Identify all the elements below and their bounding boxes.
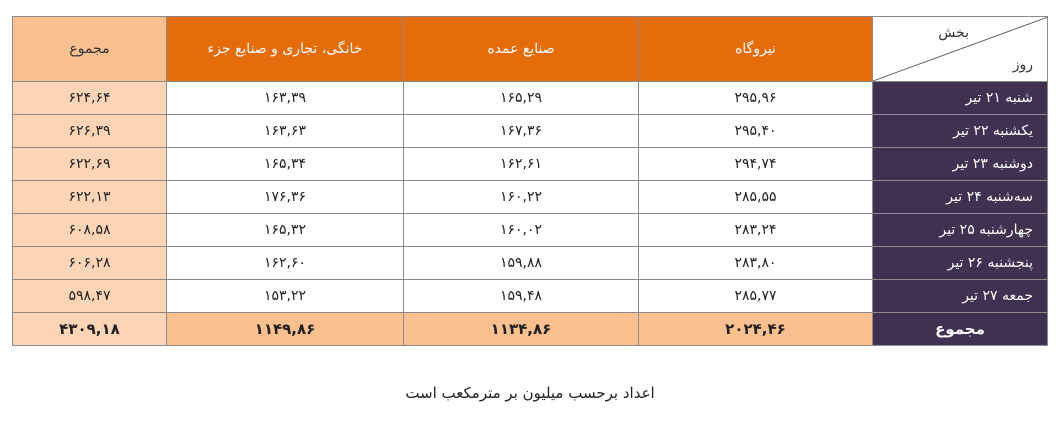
column-header: خانگی، تجاری و صنایع جزء	[166, 16, 404, 82]
corner-column-label: بخش	[938, 25, 969, 41]
row-label: یکشنبه ۲۲ تیر	[872, 114, 1048, 148]
cell: ۵۹۸,۴۷	[12, 279, 167, 313]
column-header: نیروگاه	[638, 16, 873, 82]
column-header: صنایع عمده	[403, 16, 639, 82]
table-row: شنبه ۲۱ تیر ۲۹۵,۹۶ ۱۶۵,۲۹ ۱۶۳,۳۹ ۶۲۴,۶۴	[12, 81, 1048, 115]
row-label: مجموع	[872, 312, 1048, 346]
cell: ۶۲۲,۱۳	[12, 180, 167, 214]
row-label: سه‌شنبه ۲۴ تیر	[872, 180, 1048, 214]
cell: ۱۶۰,۰۲	[403, 213, 639, 247]
cell: ۲۰۲۴,۴۶	[638, 312, 873, 346]
cell: ۱۶۵,۳۲	[166, 213, 404, 247]
cell: ۱۵۹,۴۸	[403, 279, 639, 313]
table-row: دوشنبه ۲۳ تیر ۲۹۴,۷۴ ۱۶۲,۶۱ ۱۶۵,۳۴ ۶۲۲,۶۹	[12, 147, 1048, 181]
cell: ۱۶۵,۲۹	[403, 81, 639, 115]
corner-row-label: روز	[1012, 57, 1033, 73]
cell: ۱۶۰,۲۲	[403, 180, 639, 214]
cell: ۶۰۸,۵۸	[12, 213, 167, 247]
cell: ۱۶۳,۶۳	[166, 114, 404, 148]
cell: ۴۳۰۹,۱۸	[12, 312, 167, 346]
table-body: شنبه ۲۱ تیر ۲۹۵,۹۶ ۱۶۵,۲۹ ۱۶۳,۳۹ ۶۲۴,۶۴ یکشنب…	[12, 81, 1048, 346]
cell: ۶۰۶,۲۸	[12, 246, 167, 280]
row-label: دوشنبه ۲۳ تیر	[872, 147, 1048, 181]
row-label: چهارشنبه ۲۵ تیر	[872, 213, 1048, 247]
cell: ۱۶۷,۳۶	[403, 114, 639, 148]
cell: ۲۸۵,۵۵	[638, 180, 873, 214]
cell: ۱۶۵,۳۴	[166, 147, 404, 181]
cell: ۱۶۲,۶۱	[403, 147, 639, 181]
cell: ۲۹۵,۹۶	[638, 81, 873, 115]
column-header: مجموع	[12, 16, 167, 82]
table-row: یکشنبه ۲۲ تیر ۲۹۵,۴۰ ۱۶۷,۳۶ ۱۶۳,۶۳ ۶۲۶,۳۹	[12, 114, 1048, 148]
cell: ۲۸۵,۷۷	[638, 279, 873, 313]
cell: ۱۶۳,۳۹	[166, 81, 404, 115]
cell: ۲۹۴,۷۴	[638, 147, 873, 181]
cell: ۲۸۳,۸۰	[638, 246, 873, 280]
cell: ۱۶۲,۶۰	[166, 246, 404, 280]
data-table: بخش روز نیروگاه صنایع عمده خانگی، تجاری و …	[12, 16, 1048, 346]
header-row: بخش روز نیروگاه صنایع عمده خانگی، تجاری و …	[12, 16, 1048, 82]
cell: ۶۲۲,۶۹	[12, 147, 167, 181]
table-row: مجموع ۲۰۲۴,۴۶ ۱۱۳۴,۸۶ ۱۱۴۹,۸۶ ۴۳۰۹,۱۸	[12, 312, 1048, 346]
row-label: جمعه ۲۷ تیر	[872, 279, 1048, 313]
table-row: جمعه ۲۷ تیر ۲۸۵,۷۷ ۱۵۹,۴۸ ۱۵۳,۲۲ ۵۹۸,۴۷	[12, 279, 1048, 313]
cell: ۱۷۶,۳۶	[166, 180, 404, 214]
diagonal	[873, 17, 1048, 81]
cell: ۱۱۳۴,۸۶	[403, 312, 639, 346]
cell: ۲۸۳,۲۴	[638, 213, 873, 247]
table-row: چهارشنبه ۲۵ تیر ۲۸۳,۲۴ ۱۶۰,۰۲ ۱۶۵,۳۲ ۶۰۸,۵۸	[12, 213, 1048, 247]
cell: ۶۲۶,۳۹	[12, 114, 167, 148]
table-row: پنجشنبه ۲۶ تیر ۲۸۳,۸۰ ۱۵۹,۸۸ ۱۶۲,۶۰ ۶۰۶,۲۸	[12, 246, 1048, 280]
cell: ۲۹۵,۴۰	[638, 114, 873, 148]
row-label: پنجشنبه ۲۶ تیر	[872, 246, 1048, 280]
row-label: شنبه ۲۱ تیر	[872, 81, 1048, 115]
cell: ۶۲۴,۶۴	[12, 81, 167, 115]
cell: ۱۵۳,۲۲	[166, 279, 404, 313]
footnote: اعداد برحسب میلیون بر مترمکعب است	[405, 384, 655, 402]
cell: ۱۵۹,۸۸	[403, 246, 639, 280]
cell: ۱۱۴۹,۸۶	[166, 312, 404, 346]
corner-cell: بخش روز	[872, 16, 1048, 82]
table-row: سه‌شنبه ۲۴ تیر ۲۸۵,۵۵ ۱۶۰,۲۲ ۱۷۶,۳۶ ۶۲۲,۱۳	[12, 180, 1048, 214]
